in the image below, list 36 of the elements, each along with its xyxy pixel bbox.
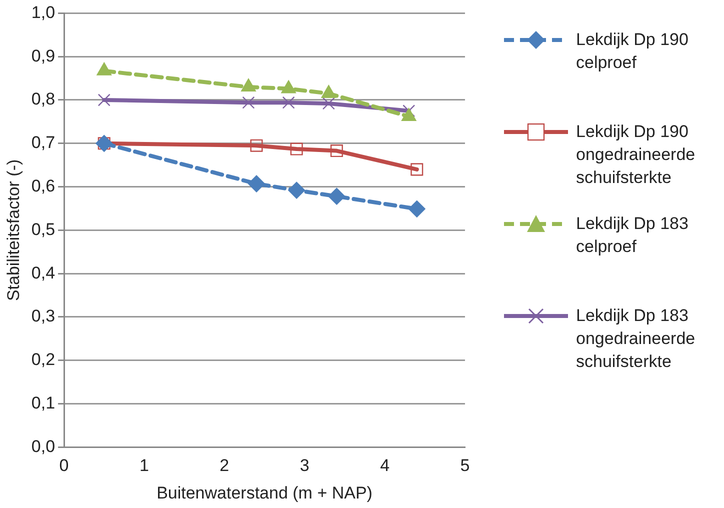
y-tick-label: 0,8 bbox=[31, 90, 56, 109]
point bbox=[248, 175, 265, 192]
y-tick-label: 0,1 bbox=[31, 393, 56, 412]
x-tick-label: 5 bbox=[460, 456, 470, 476]
point bbox=[330, 144, 343, 158]
x-tick-label: 2 bbox=[220, 456, 230, 476]
y-tick-label: 0,5 bbox=[31, 220, 56, 239]
point bbox=[242, 96, 255, 109]
point bbox=[250, 139, 263, 152]
y-tick-label: 0,7 bbox=[31, 133, 56, 152]
y-tick-label: 0,2 bbox=[31, 350, 56, 370]
point bbox=[288, 182, 306, 199]
legend-label: Lekdijk Dp 190 ongedraineerde schuifsterkte bbox=[576, 121, 696, 189]
y-axis-title: Stabiliteitsfactor (-) bbox=[4, 159, 23, 302]
point bbox=[328, 188, 346, 205]
x-tick-label: 1 bbox=[139, 456, 149, 476]
y-tick-label: 0,3 bbox=[31, 306, 56, 326]
point bbox=[282, 96, 295, 109]
legend-label: Lekdijk Dp 190 celproef bbox=[576, 29, 690, 74]
y-tick-label: 1,0 bbox=[31, 2, 56, 22]
point bbox=[410, 163, 424, 176]
legend-label: Lekdijk Dp 183 ongedraineerde schuifsterkte bbox=[576, 305, 696, 373]
y-tick-label: 0,9 bbox=[31, 46, 56, 66]
y-tick-label: 0,4 bbox=[31, 263, 56, 282]
x-tick-label: 4 bbox=[380, 456, 390, 476]
x-tick-label: 3 bbox=[300, 456, 310, 476]
point bbox=[408, 200, 426, 218]
point bbox=[322, 97, 335, 110]
y-tick-label: 0,6 bbox=[31, 176, 56, 196]
x-axis-title: Buitenwaterstand (m + NAP) bbox=[156, 483, 372, 502]
point bbox=[290, 142, 303, 156]
point bbox=[402, 104, 416, 118]
legend-label: Lekdijk Dp 183 celproef bbox=[576, 213, 690, 258]
y-tick-label: 0,0 bbox=[31, 436, 56, 456]
x-tick-label: 0 bbox=[59, 456, 69, 476]
point bbox=[98, 94, 110, 106]
